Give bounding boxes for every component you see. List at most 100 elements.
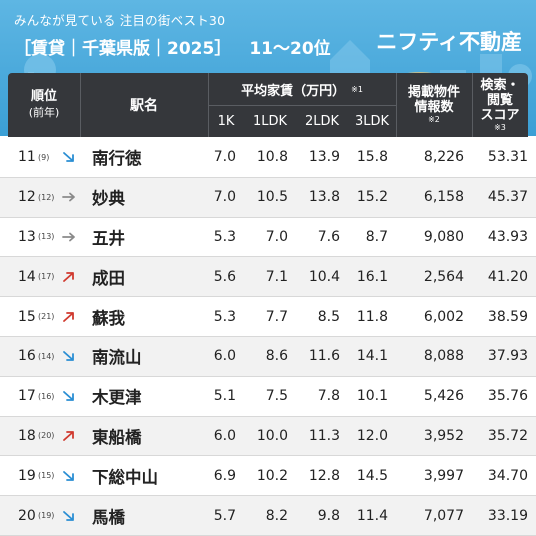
rent-3ldk-cell: 10.1 [356, 388, 388, 405]
station-name-cell: 五井 [92, 228, 125, 248]
column-header-1k: 1K [217, 113, 235, 129]
trend-up-arrow-icon [60, 257, 78, 296]
trend-down-arrow-icon [60, 456, 78, 495]
rank-cell: 17 [18, 388, 36, 405]
score-cell: 43.93 [487, 228, 528, 245]
previous-rank-cell: (12) [38, 192, 55, 202]
score-cell: 33.19 [487, 507, 528, 524]
table-row[interactable]: 20 (19) 馬橋 5.7 8.2 9.8 11.4 7,077 33.19 [0, 496, 536, 536]
listing-count-cell: 8,226 [423, 149, 464, 166]
listing-count-cell: 3,997 [423, 467, 464, 484]
score-header-note: ※3 [494, 122, 506, 132]
column-header-station: 駅名 [130, 98, 158, 114]
page-subtitle: みんなが見ている 注目の街ベスト30 [14, 13, 226, 28]
rank-cell: 13 [18, 228, 36, 245]
previous-rank-cell: (15) [38, 471, 55, 481]
score-cell: 41.20 [487, 268, 528, 285]
rent-1k-cell: 6.0 [213, 427, 236, 444]
rent-3ldk-cell: 15.2 [356, 189, 388, 206]
trend-up-arrow-icon [60, 297, 78, 336]
table-row[interactable]: 12 (12) 妙典 7.0 10.5 13.8 15.2 6,158 45.3… [0, 177, 536, 218]
listing-count-cell: 8,088 [423, 348, 464, 365]
rent-2ldk-cell: 9.8 [317, 507, 340, 524]
rent-2ldk-cell: 10.4 [308, 268, 340, 285]
rank-cell: 20 [18, 507, 36, 524]
rent-2ldk-cell: 7.6 [317, 228, 340, 245]
trend-up-arrow-icon [60, 417, 78, 456]
station-name-cell: 蘇我 [92, 308, 125, 328]
rent-1ldk-cell: 7.7 [265, 308, 288, 325]
trend-down-arrow-icon [60, 377, 78, 416]
rent-1k-cell: 6.9 [213, 467, 236, 484]
rent-1ldk-cell: 7.5 [265, 388, 288, 405]
column-header-score: 検索・ 閲覧 スコア ※3 [472, 73, 528, 137]
count-header-note: ※2 [428, 115, 440, 124]
table-row[interactable]: 18 (20) 東船橋 6.0 10.0 11.3 12.0 3,952 35.… [0, 416, 536, 457]
station-name-cell: 南行徳 [92, 149, 142, 169]
rent-1k-cell: 5.3 [213, 308, 236, 325]
score-header-line2: 閲覧 [486, 92, 513, 108]
header-divider [472, 73, 473, 137]
score-cell: 38.59 [487, 308, 528, 325]
rent-2ldk-cell: 7.8 [317, 388, 340, 405]
rent-1ldk-cell: 10.0 [256, 427, 288, 444]
table-row[interactable]: 16 (14) 南流山 6.0 8.6 11.6 14.1 8,088 37.9… [0, 336, 536, 377]
count-header-line1: 掲載物件 [407, 85, 460, 100]
previous-rank-cell: (14) [38, 351, 55, 361]
rent-3ldk-cell: 14.1 [356, 348, 388, 365]
title-category: ［賃貸｜千葉県版｜2025］ [14, 39, 232, 59]
station-name-cell: 東船橋 [92, 427, 142, 447]
rank-cell: 11 [18, 149, 36, 166]
trend-flat-arrow-icon [60, 178, 78, 217]
count-header-line2: 情報数 [414, 100, 454, 115]
table-row[interactable]: 17 (16) 木更津 5.1 7.5 7.8 10.1 5,426 35.76 [0, 377, 536, 417]
brand-logo[interactable]: ニフティ不動産 [376, 30, 522, 54]
rent-2ldk-cell: 11.3 [308, 427, 340, 444]
rank-header-sub: (前年) [28, 106, 60, 119]
rank-cell: 14 [18, 268, 36, 285]
column-header-2ldk: 2LDK [304, 113, 340, 129]
rent-3ldk-cell: 11.4 [356, 507, 388, 524]
column-header-1ldk: 1LDK [252, 113, 288, 129]
rent-2ldk-cell: 13.8 [308, 189, 340, 206]
column-header-rank: 順位 (前年) [8, 73, 80, 137]
listing-count-cell: 7,077 [423, 507, 464, 524]
previous-rank-cell: (20) [38, 431, 55, 441]
listing-count-cell: 9,080 [423, 228, 464, 245]
station-name-cell: 妙典 [92, 189, 125, 209]
header-divider [208, 105, 396, 106]
ranking-table-body: 11 (9) 南行徳 7.0 10.8 13.9 15.8 8,226 53.3… [0, 138, 536, 536]
previous-rank-cell: (16) [38, 391, 55, 401]
score-cell: 34.70 [487, 467, 528, 484]
rent-1k-cell: 5.1 [213, 388, 236, 405]
table-row[interactable]: 15 (21) 蘇我 5.3 7.7 8.5 11.8 6,002 38.59 [0, 297, 536, 337]
previous-rank-cell: (19) [38, 511, 55, 521]
page-title: ［賃貸｜千葉県版｜2025］ 11〜20位 [14, 34, 331, 59]
trend-down-arrow-icon [60, 337, 78, 376]
rank-cell: 15 [18, 308, 36, 325]
rent-1ldk-cell: 10.8 [256, 149, 288, 166]
rent-1ldk-cell: 10.2 [256, 467, 288, 484]
station-name-cell: 下総中山 [92, 467, 158, 487]
rank-cell: 16 [18, 348, 36, 365]
rent-3ldk-cell: 12.0 [356, 427, 388, 444]
rent-3ldk-cell: 14.5 [356, 467, 388, 484]
station-name-cell: 成田 [92, 268, 125, 288]
station-name-cell: 木更津 [92, 388, 142, 408]
table-row[interactable]: 14 (17) 成田 5.6 7.1 10.4 16.1 2,564 41.20 [0, 257, 536, 298]
rent-2ldk-cell: 8.5 [317, 308, 340, 325]
table-row[interactable]: 19 (15) 下総中山 6.9 10.2 12.8 14.5 3,997 34… [0, 456, 536, 497]
station-name-cell: 南流山 [92, 348, 142, 368]
previous-rank-cell: (21) [38, 312, 55, 322]
column-header-listing-count: 掲載物件 情報数 ※2 [396, 73, 472, 137]
score-cell: 45.37 [487, 189, 528, 206]
listing-count-cell: 2,564 [423, 268, 464, 285]
rent-header-label: 平均家賃（万円） [241, 83, 346, 99]
rent-1ldk-cell: 7.0 [265, 228, 288, 245]
listing-count-cell: 6,002 [423, 308, 464, 325]
table-row[interactable]: 13 (13) 五井 5.3 7.0 7.6 8.7 9,080 43.93 [0, 218, 536, 258]
rent-1ldk-cell: 8.2 [265, 507, 288, 524]
listing-count-cell: 3,952 [423, 427, 464, 444]
rent-1k-cell: 5.3 [213, 228, 236, 245]
table-row[interactable]: 11 (9) 南行徳 7.0 10.8 13.9 15.8 8,226 53.3… [0, 138, 536, 178]
